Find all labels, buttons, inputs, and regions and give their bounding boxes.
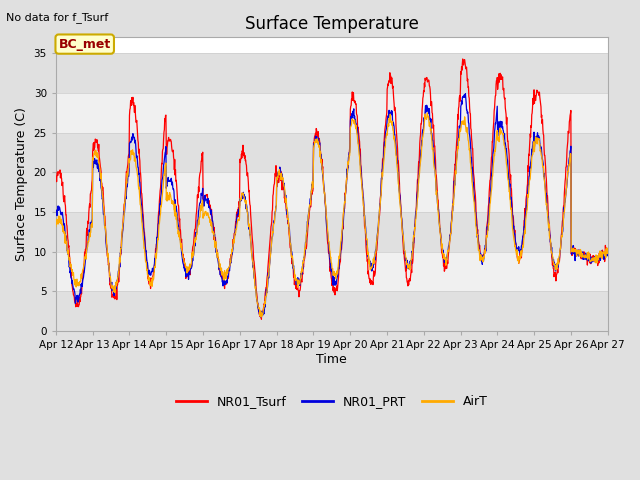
Bar <box>56 212 608 252</box>
Y-axis label: Surface Temperature (C): Surface Temperature (C) <box>15 107 28 261</box>
Bar <box>56 252 608 291</box>
Bar <box>56 291 608 331</box>
Bar <box>56 172 608 212</box>
Bar <box>56 132 608 172</box>
Text: BC_met: BC_met <box>59 37 111 50</box>
Bar <box>56 53 608 93</box>
Legend: NR01_Tsurf, NR01_PRT, AirT: NR01_Tsurf, NR01_PRT, AirT <box>171 390 493 413</box>
X-axis label: Time: Time <box>316 353 347 366</box>
Bar <box>56 93 608 132</box>
Text: No data for f_Tsurf: No data for f_Tsurf <box>6 12 109 23</box>
Title: Surface Temperature: Surface Temperature <box>245 15 419 33</box>
